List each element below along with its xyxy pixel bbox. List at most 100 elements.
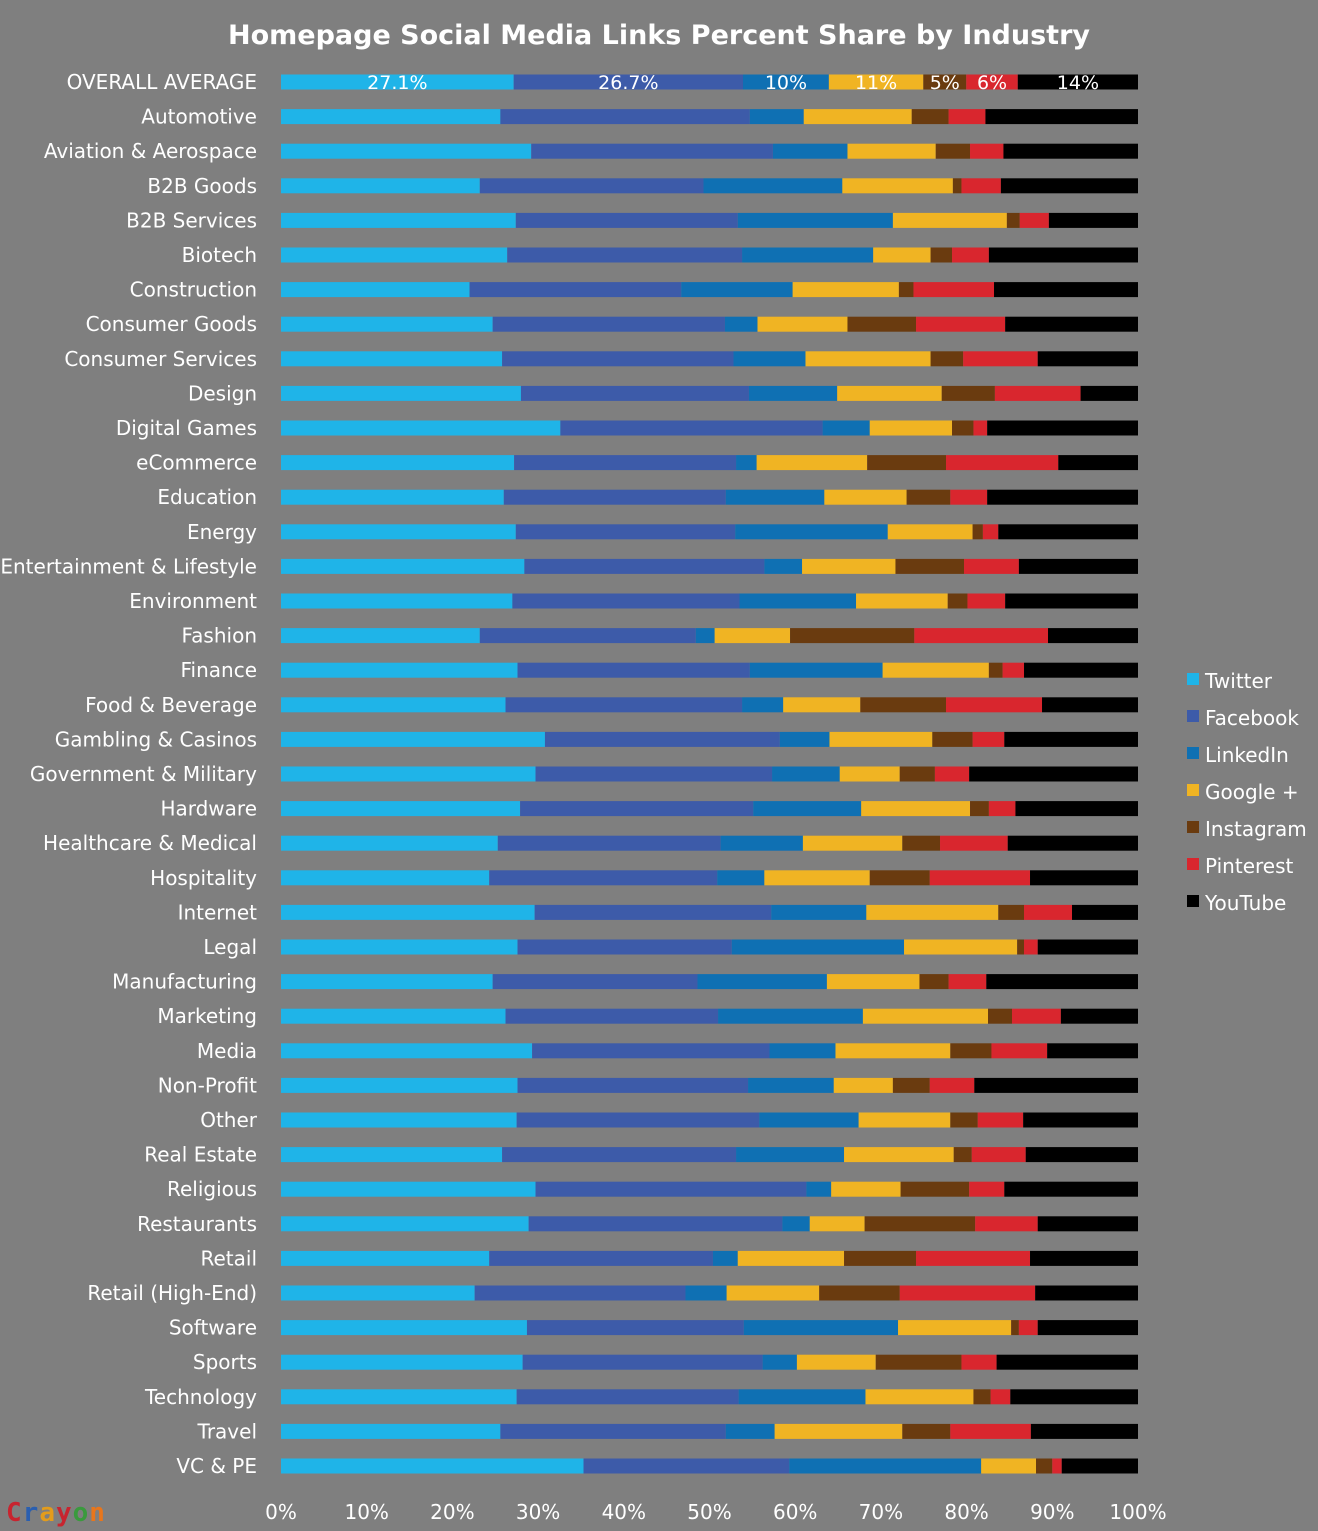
bar-segment-legal-linkedin [731, 939, 905, 955]
bar-segment-b2b-services-facebook [515, 212, 738, 228]
bar-segment-religious-youtube [1004, 1181, 1138, 1197]
bar-segment-government-and-military-google [839, 766, 900, 782]
category-label-manufacturing: Manufacturing [112, 970, 257, 994]
bar-segment-healthcare-and-medical-linkedin [720, 835, 803, 851]
category-label-consumer-services: Consumer Services [64, 347, 257, 371]
category-label-religious: Religious [167, 1177, 257, 1201]
bar-segment-government-and-military-instagram [899, 766, 935, 782]
bar-segment-design-instagram [941, 385, 995, 401]
bar-segment-sports-linkedin [762, 1354, 797, 1370]
bar-segment-consumer-goods-facebook [492, 316, 725, 332]
bar-segment-retail-instagram [844, 1250, 917, 1266]
bar-segment-other-twitter [281, 1112, 517, 1128]
category-label-hospitality: Hospitality [150, 866, 257, 890]
bar-segment-consumer-services-facebook [502, 351, 734, 367]
bar-segment-overall-average-facebook [513, 74, 743, 90]
x-tick-label: 80% [944, 1500, 988, 1524]
bar-segment-retail-linkedin [712, 1250, 738, 1266]
bar-segment-digital-games-pinterest [973, 420, 988, 436]
bar-segment-marketing-google [862, 1008, 989, 1024]
bar-segment-b2b-services-youtube [1048, 212, 1138, 228]
bar-segment-healthcare-and-medical-facebook [497, 835, 721, 851]
bar-segment-environment-twitter [281, 593, 513, 609]
bar-segment-finance-linkedin [749, 662, 883, 678]
bar-segment-non-profit-pinterest [929, 1077, 975, 1093]
bar-segment-digital-games-instagram [952, 420, 974, 436]
bar-segment-consumer-goods-pinterest [916, 316, 1006, 332]
bar-segment-retail-youtube [1030, 1250, 1138, 1266]
bar-segment-real-estate-instagram [953, 1147, 972, 1163]
bar-segment-energy-google [887, 524, 973, 540]
category-label-food-and-beverage: Food & Beverage [85, 693, 257, 717]
x-axis-ticks: 0% 10% 20% 30% 40% 50% 60% 70% 80% 90% 100% [265, 1500, 1166, 1524]
bar-segment-media-pinterest [991, 1043, 1048, 1059]
crayon-logo: Crayon [6, 1498, 106, 1528]
bar-segment-religious-facebook [535, 1181, 807, 1197]
bar-segment-software-youtube [1037, 1320, 1138, 1336]
bar-segment-b2b-goods-pinterest [961, 178, 1001, 194]
bar-segment-religious-linkedin [806, 1181, 832, 1197]
bar-segment-media-facebook [532, 1043, 770, 1059]
legend-label-twitter: Twitter [1204, 669, 1273, 693]
bar-segment-religious-google [831, 1181, 901, 1197]
legend-label-facebook: Facebook [1205, 706, 1299, 730]
bar-segment-gambling-and-casinos-youtube [1004, 731, 1138, 747]
bar-segment-hospitality-facebook [489, 870, 718, 886]
bar-segment-biotech-linkedin [742, 247, 874, 263]
bar-segment-design-youtube [1080, 385, 1138, 401]
bar-segment-entertainment-and-lifestyle-twitter [281, 558, 525, 574]
bar-segment-internet-twitter [281, 904, 535, 920]
bar-segment-entertainment-and-lifestyle-instagram [895, 558, 965, 574]
bar-segment-overall-average-pinterest [966, 74, 1018, 90]
bar-segment-manufacturing-pinterest [948, 974, 987, 990]
bar-segment-legal-youtube [1037, 939, 1138, 955]
bar-segment-fashion-pinterest [914, 628, 1049, 644]
bar-segment-b2b-services-google [892, 212, 1007, 228]
x-tick-label: 90% [1030, 1500, 1074, 1524]
bar-segment-non-profit-google [833, 1077, 893, 1093]
bar-segment-digital-games-twitter [281, 420, 561, 436]
bar-segment-digital-games-facebook [560, 420, 823, 436]
category-label-healthcare-and-medical: Healthcare & Medical [43, 831, 257, 855]
data-label-instagram: 5% [930, 72, 960, 94]
bar-segment-software-google [898, 1320, 1012, 1336]
bar-segment-marketing-linkedin [718, 1008, 863, 1024]
bar-segment-fashion-facebook [479, 628, 696, 644]
bars-group [281, 74, 1139, 1474]
legend-swatch-linkedin [1187, 747, 1199, 759]
x-tick-label: 20% [430, 1500, 474, 1524]
category-label-retail: Retail [200, 1246, 257, 1270]
bar-segment-government-and-military-linkedin [772, 766, 840, 782]
bar-segment-technology-instagram [973, 1389, 991, 1405]
bar-segment-hardware-twitter [281, 801, 521, 817]
bar-segment-food-and-beverage-pinterest [946, 697, 1043, 713]
bar-segment-energy-pinterest [982, 524, 999, 540]
bar-segment-b2b-services-linkedin [737, 212, 893, 228]
bar-segment-overall-average-google [828, 74, 924, 90]
bar-segment-hardware-facebook [520, 801, 754, 817]
bar-segment-fashion-linkedin [695, 628, 715, 644]
bar-segment-vc-and-pe-pinterest [1052, 1458, 1062, 1474]
bar-segment-consumer-goods-linkedin [724, 316, 758, 332]
bar-segment-legal-twitter [281, 939, 518, 955]
category-label-government-and-military: Government & Military [30, 762, 257, 786]
bar-segment-finance-google [882, 662, 989, 678]
bar-segment-restaurants-facebook [528, 1216, 783, 1232]
bar-segment-automotive-youtube [985, 109, 1138, 125]
bar-segment-consumer-services-twitter [281, 351, 503, 367]
bar-segment-hospitality-instagram [869, 870, 930, 886]
bar-segment-non-profit-youtube [974, 1077, 1138, 1093]
bar-segment-fashion-google [714, 628, 791, 644]
bar-segment-media-twitter [281, 1043, 533, 1059]
bar-segment-vc-and-pe-instagram [1036, 1458, 1053, 1474]
bar-segment-vc-and-pe-linkedin [789, 1458, 982, 1474]
bar-segment-real-estate-youtube [1025, 1147, 1138, 1163]
category-label-design: Design [188, 381, 257, 405]
bar-segment-government-and-military-pinterest [934, 766, 970, 782]
bar-segment-gambling-and-casinos-pinterest [972, 731, 1005, 747]
bar-segment-overall-average-linkedin [742, 74, 829, 90]
legend-swatch-twitter [1187, 673, 1199, 685]
bar-segment-sports-instagram [875, 1354, 962, 1370]
bar-segment-retail-high-end-linkedin [685, 1285, 727, 1301]
bar-segment-sports-pinterest [961, 1354, 997, 1370]
